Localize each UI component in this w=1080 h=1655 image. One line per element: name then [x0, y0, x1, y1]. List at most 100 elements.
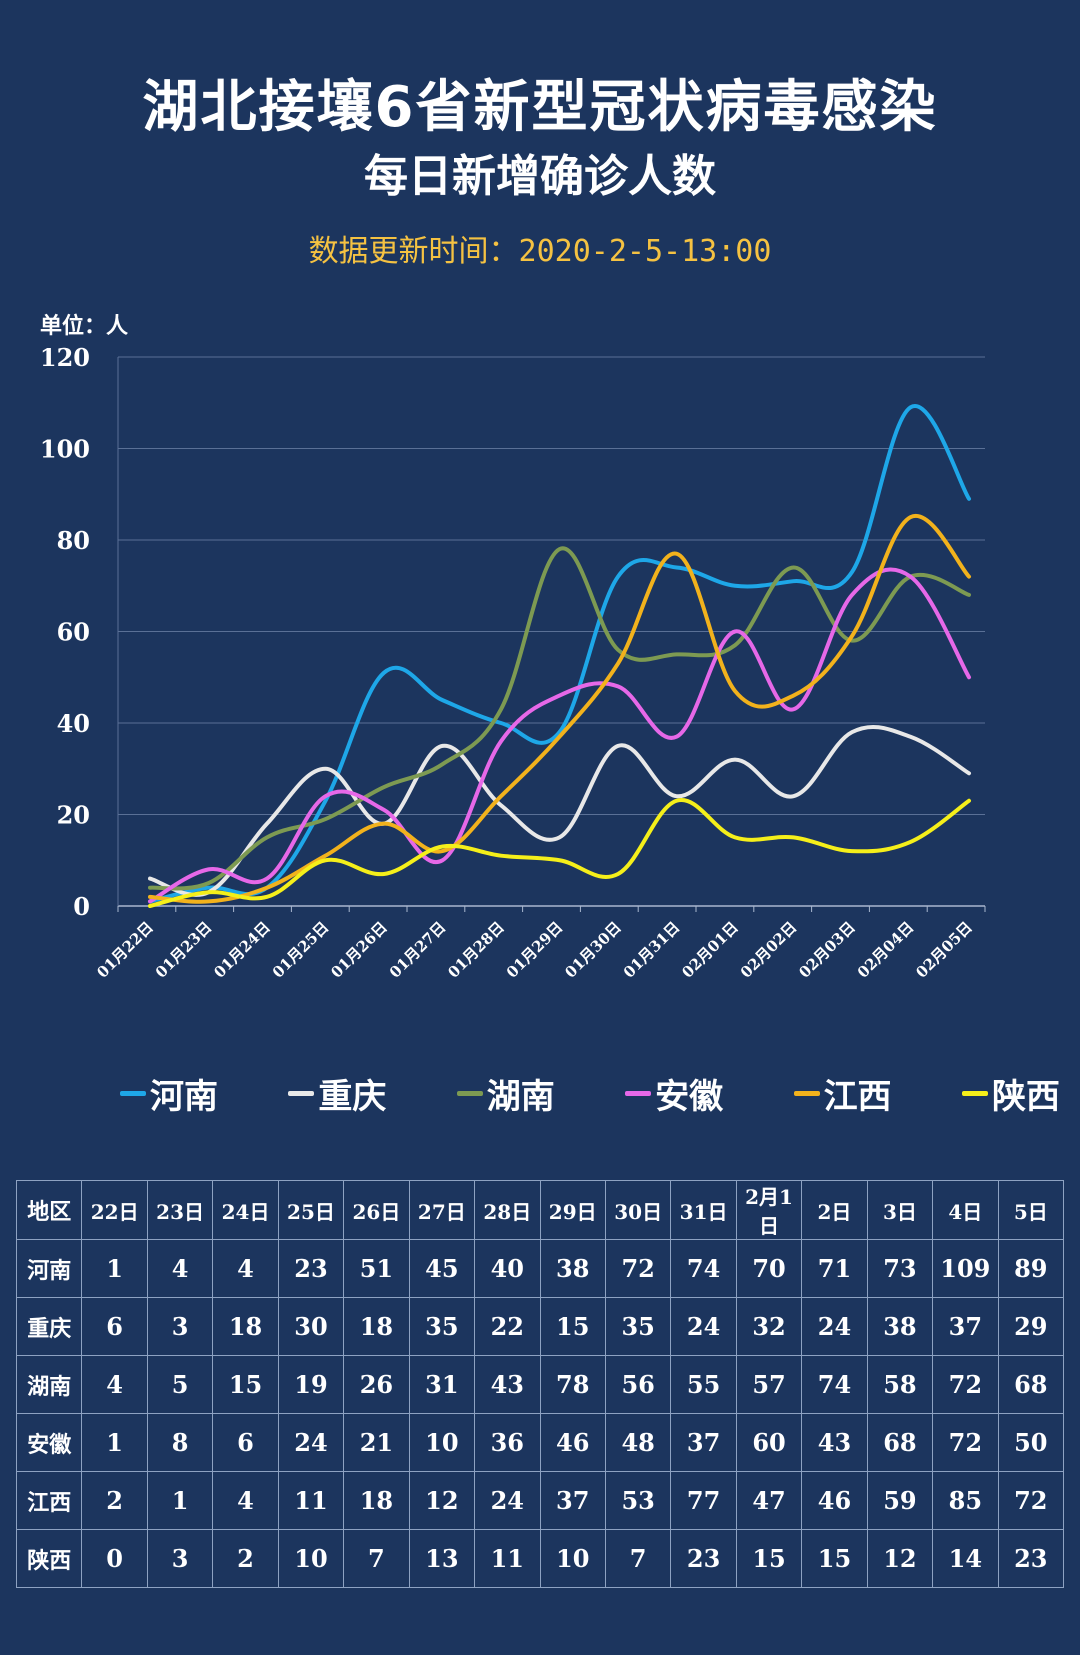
table-cell: 15: [212, 1355, 279, 1414]
table-cell: 74: [670, 1239, 737, 1298]
table-cell: 30: [277, 1297, 345, 1356]
table-cell: 35: [604, 1297, 672, 1356]
table-cell: 23: [277, 1239, 345, 1298]
table-cell: 2: [212, 1529, 279, 1588]
x-tick-label: 01月24日: [210, 918, 273, 981]
data-table-container: 地区 22日 23日 24日 25日 26日 27日 28日 29日 30日 31日 2月1日 2日 3日…: [15, 1180, 1065, 1588]
table-header-cell: 27日: [408, 1180, 476, 1240]
table-header-cell: 29日: [539, 1180, 606, 1240]
table-cell: 68: [866, 1413, 934, 1472]
table-cell: 71: [801, 1239, 868, 1298]
table-cell: 32: [735, 1297, 803, 1356]
table-cell: 51: [343, 1239, 410, 1298]
table-cell: 4: [146, 1239, 214, 1298]
table-cell: 72: [604, 1239, 672, 1298]
table-row-label: 重庆: [15, 1297, 83, 1356]
table-cell: 3: [146, 1529, 214, 1588]
table-cell: 19: [277, 1355, 345, 1414]
y-tick-label: 80: [57, 526, 90, 555]
table-header-row: 地区 22日 23日 24日 25日 26日 27日 28日 29日 30日 31日 2月1日 2日 3日…: [15, 1180, 1065, 1240]
table-cell: 72: [932, 1413, 999, 1472]
table-cell: 4: [212, 1239, 279, 1298]
table-cell: 7: [604, 1529, 672, 1588]
table-cell: 37: [539, 1471, 606, 1530]
table-cell: 2: [81, 1471, 148, 1530]
table-cell: 37: [932, 1297, 999, 1356]
table-cell: 59: [866, 1471, 934, 1530]
table-cell: 1: [146, 1471, 214, 1530]
legend-swatch: [288, 1090, 315, 1096]
table-cell: 14: [932, 1529, 999, 1588]
table-cell: 24: [474, 1471, 541, 1530]
series-line-重庆: [148, 724, 971, 897]
table-cell: 60: [735, 1413, 803, 1472]
table-cell: 35: [408, 1297, 476, 1356]
legend-label: 江西: [823, 1076, 892, 1117]
table-cell: 38: [539, 1239, 606, 1298]
legend-label: 安徽: [655, 1076, 724, 1117]
table-header-cell: 24日: [212, 1180, 279, 1240]
x-tick-label: 02月02日: [737, 918, 800, 981]
table-cell: 68: [997, 1355, 1065, 1414]
table-cell: 89: [997, 1239, 1065, 1298]
table-cell: 18: [343, 1297, 410, 1356]
series-line-陕西: [148, 798, 971, 908]
legend-item: 湖南: [456, 1069, 555, 1118]
legend-label: 陕西: [991, 1076, 1060, 1117]
table-cell: 109: [932, 1239, 999, 1298]
x-tick-label: 01月23日: [152, 918, 215, 981]
table-cell: 24: [277, 1413, 345, 1472]
table-cell: 74: [801, 1355, 868, 1414]
table-row: 江西 2 1 4 11 18 12 24 37 53 77 47 46 59 85 72: [15, 1471, 1065, 1530]
table-cell: 18: [212, 1297, 279, 1356]
x-tick-label: 01月27日: [386, 918, 449, 981]
table-cell: 4: [212, 1471, 279, 1530]
table-cell: 18: [343, 1471, 410, 1530]
table-cell: 15: [801, 1529, 868, 1588]
legend-swatch: [456, 1090, 483, 1096]
table-header-cell: 2月1日: [735, 1180, 803, 1240]
y-tick-label: 120: [40, 343, 90, 372]
legend-swatch: [625, 1090, 652, 1096]
table-header-cell: 4日: [932, 1180, 999, 1240]
table-cell: 22: [474, 1297, 541, 1356]
legend-item: 安徽: [625, 1069, 723, 1118]
table-cell: 38: [866, 1297, 934, 1356]
unit-label: 单位：人: [40, 314, 129, 339]
table-cell: 23: [670, 1529, 737, 1588]
table-cell: 53: [604, 1471, 672, 1530]
legend-item: 江西: [793, 1069, 892, 1118]
y-tick-label: 100: [40, 435, 90, 464]
y-tick-label: 0: [73, 892, 90, 921]
y-tick-label: 60: [57, 618, 90, 647]
table-cell: 70: [735, 1239, 803, 1298]
table-cell: 45: [408, 1239, 476, 1298]
table-cell: 15: [539, 1297, 606, 1356]
series-line-江西: [148, 513, 971, 904]
table-cell: 58: [866, 1355, 934, 1414]
table-cell: 10: [539, 1529, 606, 1588]
x-tick-label: 01月25日: [269, 918, 332, 981]
table-cell: 24: [670, 1297, 737, 1356]
table-cell: 26: [343, 1355, 410, 1414]
table-cell: 40: [474, 1239, 541, 1298]
legend-item: 陕西: [961, 1069, 1060, 1118]
table-row-label: 江西: [15, 1471, 83, 1530]
table-cell: 6: [81, 1297, 148, 1356]
x-tick-label: 02月05日: [912, 918, 975, 981]
x-tick-label: 01月30日: [561, 918, 624, 981]
table-header-cell: 2日: [801, 1180, 868, 1240]
table-cell: 12: [866, 1529, 934, 1588]
table-cell: 0: [81, 1529, 148, 1588]
table-row: 重庆 6 3 18 30 18 35 22 15 35 24 32 24 38 37 29: [15, 1297, 1065, 1356]
table-cell: 77: [670, 1471, 737, 1530]
legend-item: 重庆: [288, 1069, 386, 1118]
x-tick-label: 01月26日: [327, 918, 390, 981]
legend-swatch: [120, 1090, 146, 1096]
update-time: 数据更新时间：2020-2-5-13:00: [308, 234, 772, 269]
table-header-cell: 26日: [343, 1180, 410, 1240]
table-row-label: 陕西: [15, 1529, 83, 1588]
table-row-label: 安徽: [15, 1413, 83, 1472]
x-tick-label: 01月31日: [620, 918, 683, 981]
table-cell: 36: [474, 1413, 541, 1472]
